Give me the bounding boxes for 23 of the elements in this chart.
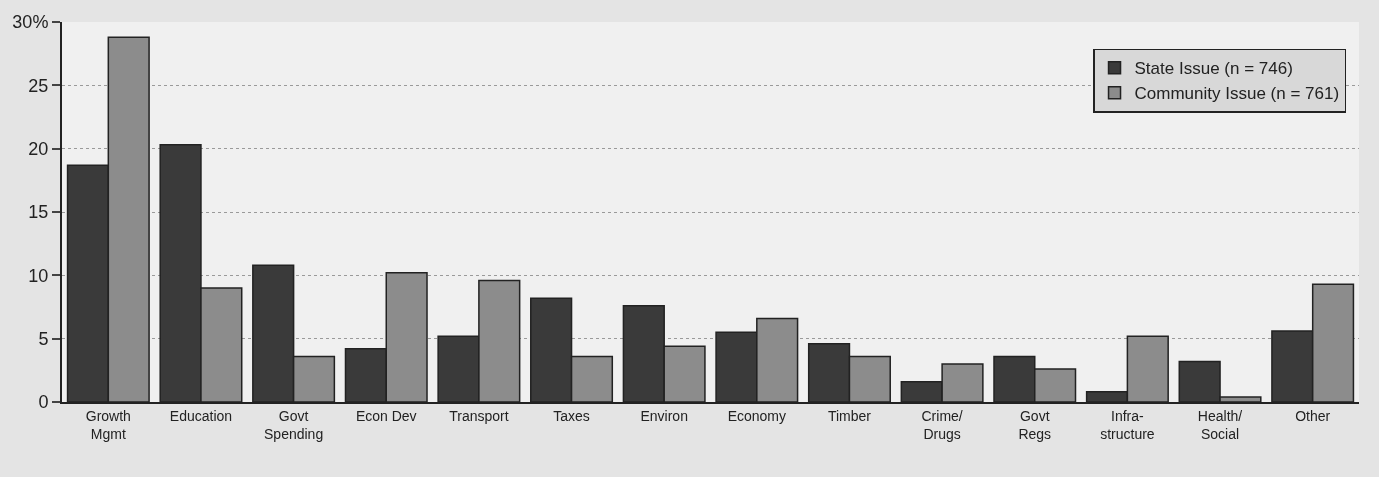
y-tick-label: 5 bbox=[38, 328, 49, 349]
x-tick-label: Environ bbox=[640, 407, 688, 424]
x-tick-label: Other bbox=[1295, 407, 1331, 424]
x-tick-label: Transport bbox=[449, 407, 509, 424]
x-tick-label: Economy bbox=[727, 407, 786, 424]
x-tick-label: Education bbox=[169, 407, 233, 424]
x-tick-label: Govt Regs bbox=[1018, 407, 1052, 442]
x-tick-label: Health/ Social bbox=[1197, 407, 1243, 442]
x-tick-label: Growth Mgmt bbox=[85, 407, 131, 442]
legend-label: Community Issue (n = 761) bbox=[1134, 84, 1340, 104]
y-tick-label: 10 bbox=[28, 265, 49, 286]
x-tick-label: Timber bbox=[827, 407, 872, 424]
x-tick-label: Govt Spending bbox=[264, 407, 324, 442]
x-tick-label: Crime/ Drugs bbox=[921, 407, 963, 442]
x-tick-label: Econ Dev bbox=[355, 407, 417, 424]
x-tick-label: Infra- structure bbox=[1100, 407, 1155, 442]
y-tick-label: 30% bbox=[12, 12, 49, 33]
y-tick-label: 20 bbox=[28, 138, 49, 159]
y-tick-label: 15 bbox=[28, 202, 49, 223]
y-tick-label: 0 bbox=[38, 392, 49, 413]
legend-label: State Issue (n = 746) bbox=[1134, 59, 1293, 79]
x-tick-label: Taxes bbox=[553, 407, 590, 424]
y-tick-label: 25 bbox=[28, 75, 49, 96]
